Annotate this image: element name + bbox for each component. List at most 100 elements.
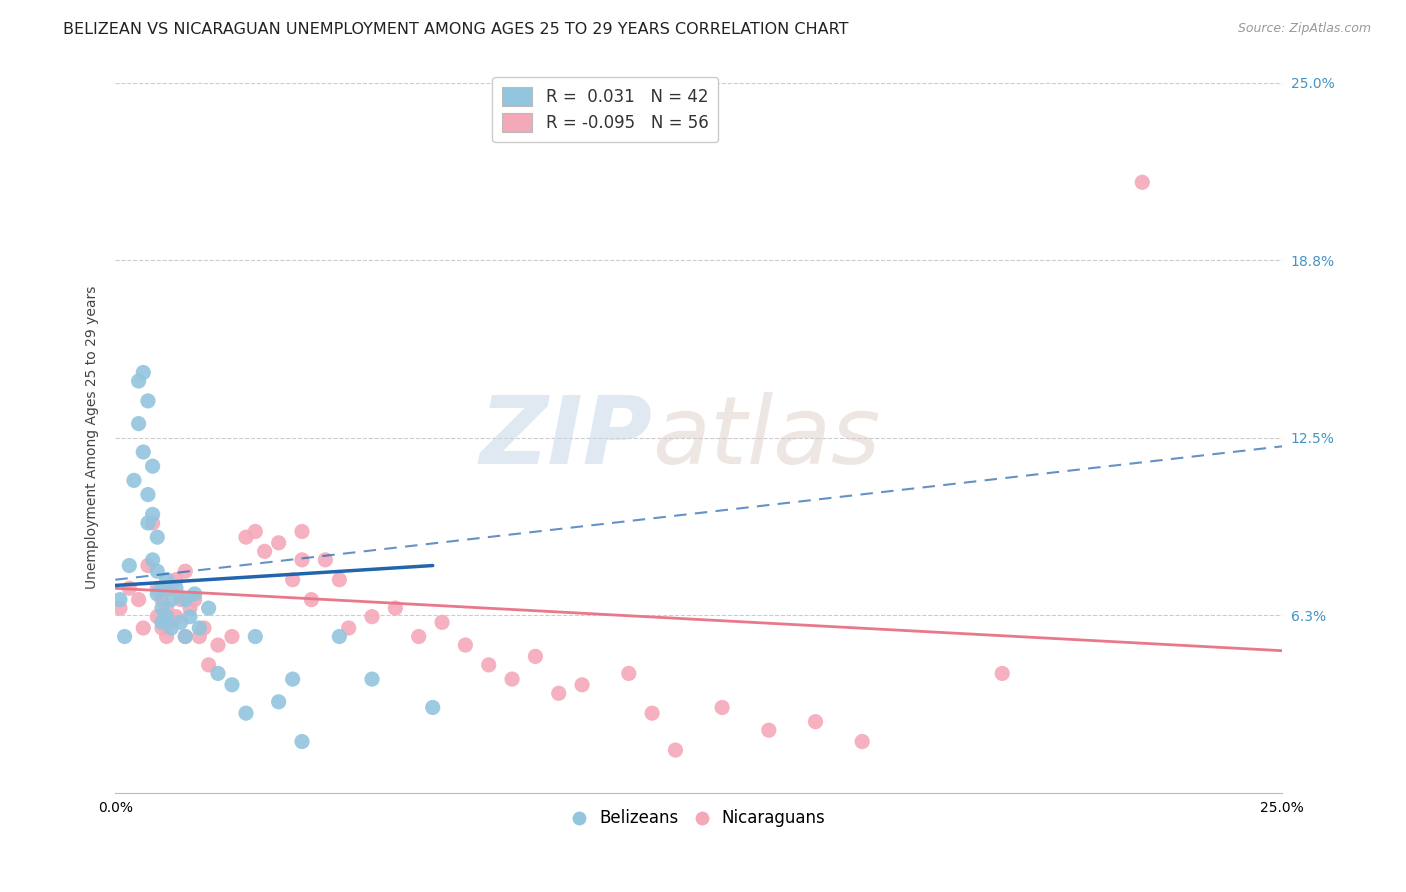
Point xyxy=(422,700,444,714)
Point xyxy=(328,630,350,644)
Point xyxy=(174,630,197,644)
Point xyxy=(1130,175,1153,189)
Point xyxy=(235,530,257,544)
Point xyxy=(711,700,734,714)
Point xyxy=(235,706,257,721)
Point xyxy=(179,609,201,624)
Point xyxy=(408,630,430,644)
Point xyxy=(150,581,173,595)
Point xyxy=(361,609,384,624)
Point xyxy=(165,609,187,624)
Point xyxy=(291,553,314,567)
Point xyxy=(197,657,219,672)
Point xyxy=(142,516,165,530)
Point xyxy=(337,621,360,635)
Point xyxy=(991,666,1014,681)
Point xyxy=(361,672,384,686)
Point xyxy=(571,678,593,692)
Point xyxy=(207,638,229,652)
Point xyxy=(114,630,136,644)
Point xyxy=(150,621,173,635)
Point xyxy=(221,630,243,644)
Point xyxy=(136,558,159,573)
Point xyxy=(156,601,179,615)
Point xyxy=(617,666,640,681)
Point xyxy=(108,592,131,607)
Point xyxy=(291,734,314,748)
Point xyxy=(314,553,336,567)
Point xyxy=(146,587,169,601)
Point xyxy=(524,649,547,664)
Point xyxy=(758,723,780,738)
Text: Source: ZipAtlas.com: Source: ZipAtlas.com xyxy=(1237,22,1371,36)
Point xyxy=(174,630,197,644)
Point xyxy=(851,734,873,748)
Point xyxy=(165,581,187,595)
Point xyxy=(174,592,197,607)
Point xyxy=(128,374,150,388)
Point xyxy=(160,615,183,630)
Point xyxy=(169,615,191,630)
Point xyxy=(183,592,205,607)
Point xyxy=(478,657,501,672)
Point xyxy=(253,544,276,558)
Point xyxy=(122,474,145,488)
Point xyxy=(221,678,243,692)
Point xyxy=(281,672,304,686)
Point xyxy=(501,672,523,686)
Y-axis label: Unemployment Among Ages 25 to 29 years: Unemployment Among Ages 25 to 29 years xyxy=(86,286,100,590)
Point xyxy=(150,592,173,607)
Point xyxy=(142,508,165,522)
Point xyxy=(132,366,155,380)
Point xyxy=(193,621,215,635)
Point xyxy=(156,573,179,587)
Point xyxy=(267,536,290,550)
Point xyxy=(160,581,183,595)
Legend: Belizeans, Nicaraguans: Belizeans, Nicaraguans xyxy=(565,803,832,834)
Point xyxy=(136,516,159,530)
Point xyxy=(641,706,664,721)
Point xyxy=(664,743,686,757)
Point xyxy=(160,621,183,635)
Point xyxy=(128,417,150,431)
Point xyxy=(454,638,477,652)
Point xyxy=(156,609,179,624)
Point xyxy=(136,487,159,501)
Point xyxy=(146,530,169,544)
Point xyxy=(299,592,322,607)
Point xyxy=(430,615,453,630)
Point xyxy=(142,459,165,474)
Point xyxy=(146,609,169,624)
Point xyxy=(128,592,150,607)
Point xyxy=(245,630,267,644)
Text: BELIZEAN VS NICARAGUAN UNEMPLOYMENT AMONG AGES 25 TO 29 YEARS CORRELATION CHART: BELIZEAN VS NICARAGUAN UNEMPLOYMENT AMON… xyxy=(63,22,849,37)
Point xyxy=(188,621,211,635)
Point xyxy=(146,564,169,578)
Point xyxy=(150,615,173,630)
Point xyxy=(136,393,159,408)
Point xyxy=(267,695,290,709)
Point xyxy=(328,573,350,587)
Point xyxy=(156,630,179,644)
Point xyxy=(165,573,187,587)
Point xyxy=(132,621,155,635)
Point xyxy=(245,524,267,539)
Point xyxy=(174,564,197,578)
Text: atlas: atlas xyxy=(652,392,880,483)
Point xyxy=(118,558,141,573)
Point xyxy=(146,581,169,595)
Point xyxy=(169,592,191,607)
Point xyxy=(197,601,219,615)
Point xyxy=(118,581,141,595)
Text: ZIP: ZIP xyxy=(479,392,652,483)
Point xyxy=(108,601,131,615)
Point xyxy=(291,524,314,539)
Point xyxy=(183,587,205,601)
Point xyxy=(547,686,569,700)
Point xyxy=(160,592,183,607)
Point xyxy=(384,601,406,615)
Point xyxy=(281,573,304,587)
Point xyxy=(804,714,827,729)
Point xyxy=(188,630,211,644)
Point xyxy=(132,445,155,459)
